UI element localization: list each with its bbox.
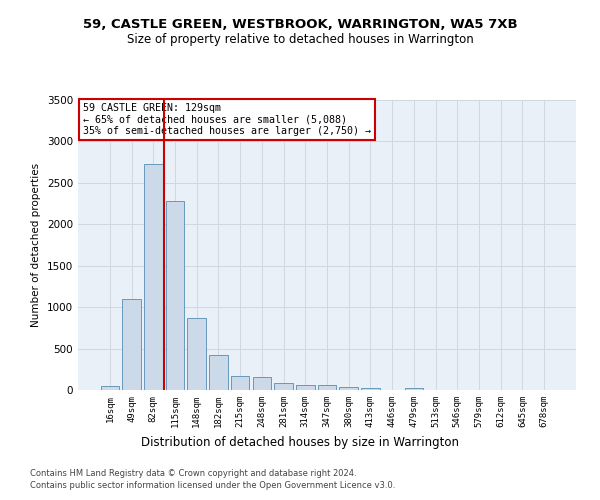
Bar — [166, 201, 184, 390]
Bar — [101, 386, 119, 390]
Y-axis label: Number of detached properties: Number of detached properties — [31, 163, 41, 327]
Bar — [296, 385, 314, 390]
Bar — [231, 376, 250, 390]
Text: Contains HM Land Registry data © Crown copyright and database right 2024.: Contains HM Land Registry data © Crown c… — [30, 468, 356, 477]
Text: Contains public sector information licensed under the Open Government Licence v3: Contains public sector information licen… — [30, 481, 395, 490]
Text: 59 CASTLE GREEN: 129sqm
← 65% of detached houses are smaller (5,088)
35% of semi: 59 CASTLE GREEN: 129sqm ← 65% of detache… — [83, 103, 371, 136]
Bar — [340, 387, 358, 390]
Bar — [318, 386, 336, 390]
Bar — [144, 164, 163, 390]
Bar — [361, 388, 380, 390]
Bar — [122, 299, 141, 390]
Bar — [209, 355, 227, 390]
Text: Size of property relative to detached houses in Warrington: Size of property relative to detached ho… — [127, 32, 473, 46]
Bar — [404, 388, 423, 390]
Text: 59, CASTLE GREEN, WESTBROOK, WARRINGTON, WA5 7XB: 59, CASTLE GREEN, WESTBROOK, WARRINGTON,… — [83, 18, 517, 30]
Bar — [187, 318, 206, 390]
Text: Distribution of detached houses by size in Warrington: Distribution of detached houses by size … — [141, 436, 459, 449]
Bar — [274, 382, 293, 390]
Bar — [253, 376, 271, 390]
